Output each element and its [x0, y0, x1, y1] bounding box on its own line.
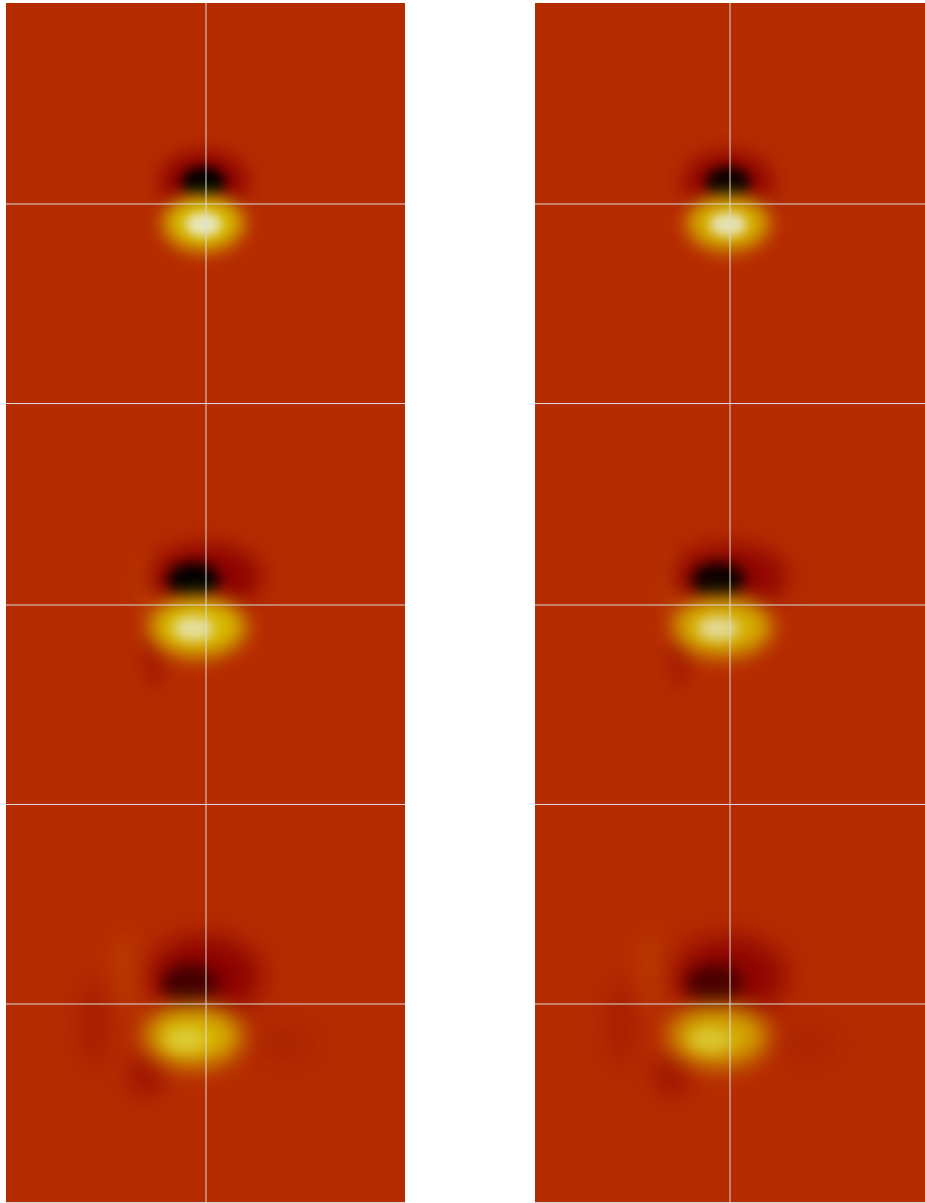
- field-blob: [141, 632, 166, 689]
- field-plot-right-row3: [535, 805, 925, 1203]
- field-panel-right-row1: [535, 3, 925, 404]
- field-blob: [690, 1027, 731, 1052]
- field-panel-right-row3: [535, 805, 925, 1203]
- field-blob: [165, 1027, 206, 1052]
- field-blob: [604, 976, 638, 1072]
- field-blob: [185, 212, 222, 237]
- field-blob: [705, 166, 751, 199]
- field-blob: [691, 562, 745, 599]
- field-plot-left-row3: [6, 805, 405, 1203]
- field-panel-right-row2: [535, 404, 925, 805]
- field-panel-left-row2: [6, 404, 405, 805]
- field-blob: [77, 976, 110, 1072]
- field-blob: [125, 1051, 166, 1100]
- field-blob: [167, 562, 220, 599]
- field-panel-left-row1: [6, 3, 405, 404]
- field-plot-right-row1: [535, 3, 925, 404]
- field-blob: [109, 932, 142, 1012]
- field-plot-right-row2: [535, 404, 925, 805]
- field-blob: [181, 166, 226, 199]
- field-blob: [667, 632, 692, 689]
- field-blob: [685, 964, 744, 1004]
- field-blob: [253, 1023, 318, 1064]
- field-plot-left-row2: [6, 404, 405, 805]
- field-blob: [651, 1051, 692, 1100]
- field-blob: [635, 932, 669, 1012]
- field-blob: [173, 616, 214, 641]
- field-blob: [709, 212, 747, 237]
- field-blob: [161, 964, 218, 1004]
- field-plot-left-row1: [6, 3, 405, 404]
- field-blob: [775, 1023, 841, 1064]
- field-blob: [697, 616, 739, 641]
- field-panel-left-row3: [6, 805, 405, 1203]
